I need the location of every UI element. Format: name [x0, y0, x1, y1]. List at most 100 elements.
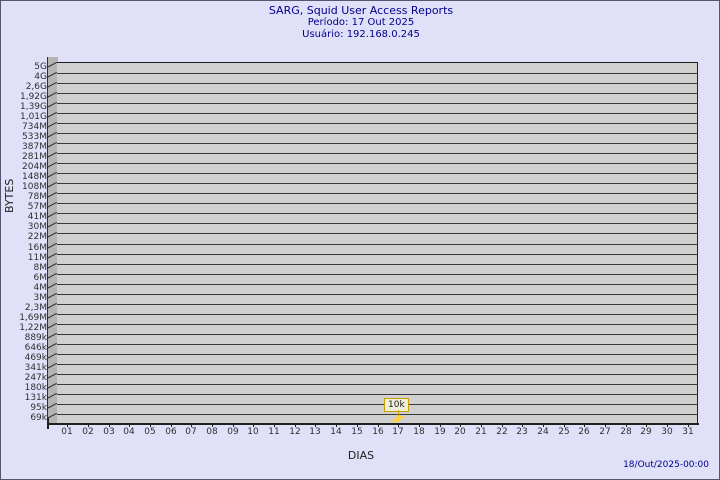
gridline	[57, 123, 698, 125]
x-axis-tick-label: 05	[144, 427, 156, 437]
y-axis-tick-label: 5G	[34, 62, 47, 72]
report-user: Usuário: 192.168.0.245	[302, 29, 420, 40]
y-axis-tick-label: 78M	[27, 192, 47, 203]
gridline	[57, 213, 698, 215]
generation-timestamp: 18/Out/2025-00:00	[623, 460, 709, 470]
y-axis-labels: 5G 4G 2,6G 1,92G 1,39G 1,01G 734M 533M 387M 281M 2…	[1, 1, 48, 479]
y-axis-tick-label: 204M	[22, 162, 47, 173]
x-axis-tick	[419, 423, 420, 427]
y-axis-tick-label: 1,22M	[19, 322, 47, 333]
gridline	[57, 313, 698, 315]
y-axis-tick-label: 4G	[34, 72, 47, 83]
x-axis-line	[47, 423, 699, 425]
y-axis-tick-label: 646k	[24, 342, 47, 353]
y-axis-line	[47, 417, 49, 429]
x-axis-tick-label: 03	[103, 427, 115, 437]
y-axis-tick-label: 69k	[30, 412, 47, 423]
gridline	[57, 153, 698, 155]
gridline	[57, 233, 698, 235]
y-axis-tick-label: 889k	[24, 332, 47, 343]
y-axis-tick-label: 131k	[24, 392, 47, 403]
x-axis-tick-label: 13	[309, 427, 321, 437]
gridline	[57, 203, 698, 205]
page-title: SARG, Squid User Access Reports	[268, 4, 454, 17]
y-axis-tick-label: 533M	[22, 132, 47, 143]
y-axis-tick-label: 247k	[24, 372, 47, 383]
gridline	[57, 183, 698, 185]
y-axis-tick-label: 22M	[27, 232, 47, 243]
gridline	[57, 193, 698, 195]
x-axis-tick	[171, 423, 172, 427]
x-axis-tick	[315, 423, 316, 427]
x-axis-tick	[688, 423, 689, 427]
y-axis-tick-label: 148M	[22, 172, 47, 183]
x-axis-tick	[398, 423, 399, 427]
x-axis-tick	[129, 423, 130, 427]
x-axis-tick-label: 02	[82, 427, 94, 437]
x-axis-tick-label: 06	[165, 427, 177, 437]
x-axis-tick-label: 14	[330, 427, 342, 437]
x-axis-tick-label: 31	[682, 427, 694, 437]
x-axis-tick	[460, 423, 461, 427]
x-axis-tick-label: 08	[206, 427, 218, 437]
x-axis-tick	[481, 423, 482, 427]
gridline	[57, 363, 698, 365]
x-axis-tick	[253, 423, 254, 427]
x-axis-tick	[605, 423, 606, 427]
x-axis-tick	[295, 423, 296, 427]
gridline	[57, 353, 698, 355]
x-axis-tick	[212, 423, 213, 427]
gridline	[57, 403, 698, 405]
y-axis-tick-label: 387M	[22, 142, 47, 153]
x-axis-tick-label: 01	[61, 427, 73, 437]
x-axis-tick	[667, 423, 668, 427]
y-axis-tick-label: 734M	[22, 122, 47, 133]
x-axis-tick	[626, 423, 627, 427]
y-axis-tick-label: 1,01G	[19, 112, 47, 123]
x-axis-tick	[336, 423, 337, 427]
gridline	[57, 393, 698, 395]
gridline	[57, 223, 698, 225]
x-axis-tick	[109, 423, 110, 427]
x-axis-tick-label: 28	[620, 427, 632, 437]
y-axis-tick-label: 4M	[33, 282, 48, 293]
x-axis-tick-label: 17	[392, 427, 404, 437]
gridline	[57, 103, 698, 105]
y-axis-tick-label: 41M	[27, 212, 47, 223]
x-axis-tick-label: 15	[351, 427, 363, 437]
data-point-stem	[398, 410, 399, 416]
y-axis-tick-label: 180k	[24, 382, 47, 393]
y-axis-tick-label: 1,92G	[19, 92, 47, 103]
x-axis-tick	[502, 423, 503, 427]
x-axis-tick-label: 25	[558, 427, 570, 437]
data-point-label[interactable]: 10k	[384, 398, 409, 412]
y-axis-tick-label: 341k	[24, 362, 47, 373]
x-axis-tick-label: 24	[537, 427, 549, 437]
x-axis-tick	[274, 423, 275, 427]
gridline	[57, 303, 698, 305]
x-axis-tick	[564, 423, 565, 427]
gridline	[57, 413, 698, 415]
x-axis-tick	[88, 423, 89, 427]
y-axis-tick-label: 16M	[27, 242, 47, 253]
x-axis-tick	[543, 423, 544, 427]
gridline	[57, 243, 698, 245]
x-axis-tick-label: 22	[496, 427, 508, 437]
gridline	[57, 373, 698, 375]
gridline	[57, 163, 698, 165]
y-axis-tick-label: 1,39G	[19, 102, 47, 113]
gridline	[57, 323, 698, 325]
x-axis-tick-label: 16	[372, 427, 384, 437]
plot-area	[57, 62, 698, 423]
gridline	[57, 343, 698, 345]
gridline	[57, 283, 698, 285]
x-axis-tick-label: 07	[185, 427, 197, 437]
plot-left-wall	[47, 57, 58, 423]
x-axis-tick	[378, 423, 379, 427]
gridline	[57, 333, 698, 335]
chart-title-block: SARG, Squid User Access Reports Período:…	[1, 4, 719, 41]
y-axis-tick-label: 281M	[22, 152, 47, 163]
x-axis-tick-label: 09	[227, 427, 239, 437]
x-axis-tick	[191, 423, 192, 427]
